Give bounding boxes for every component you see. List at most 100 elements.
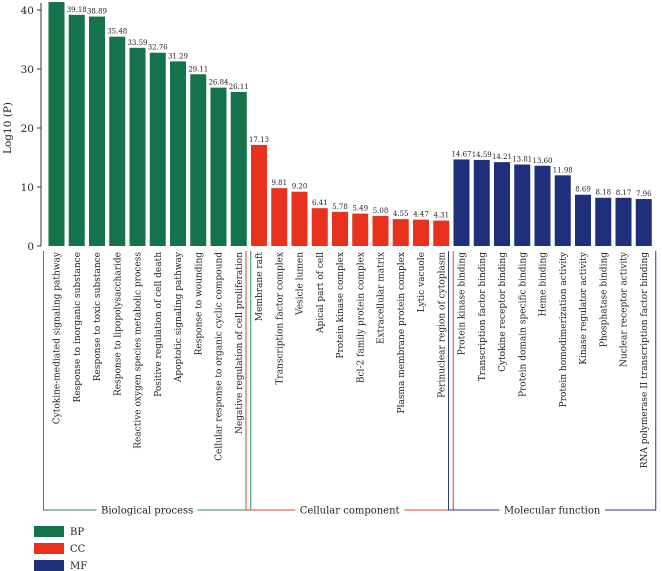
bar-value-label: 26.84 (208, 79, 229, 87)
bar-value-label: 35.48 (107, 28, 127, 36)
legend-swatch (34, 560, 64, 571)
bar (595, 197, 612, 246)
legend-label: MF (70, 561, 87, 571)
bar-value-label: 14.59 (472, 151, 492, 159)
category-label: Response to toxic substance (93, 252, 103, 381)
bar-value-label: 14.67 (451, 150, 471, 158)
bar-value-label: 26.11 (229, 83, 249, 91)
bar-value-label: 5.08 (373, 207, 389, 215)
group-brackets: Biological process Cellular component Mole… (43, 251, 657, 522)
bar (68, 14, 85, 247)
category-label: Cellular response to organic cyclic comp… (215, 252, 225, 461)
axes: 0 10 20 30 40 Log10 (P) (2, 3, 42, 253)
bar-value-label: 29.11 (188, 65, 208, 73)
legend: BP CC MF (34, 526, 87, 571)
bar-value-label: 9.81 (271, 179, 287, 187)
category-label: Extracellular matrix (377, 252, 387, 344)
group-bracket (448, 251, 657, 511)
category-label: Negative regulation of cell proliferatio… (235, 252, 245, 434)
bar (554, 175, 571, 246)
bar-value-label: 39.18 (67, 6, 87, 14)
bar-value-label: 38.89 (87, 8, 107, 16)
bar (433, 220, 450, 246)
bar (372, 216, 389, 246)
bar (251, 144, 267, 246)
category-label: Apoptotic signaling pathway (174, 251, 184, 383)
category-label: Protein homodimerization activity (559, 251, 569, 407)
bar (575, 194, 591, 246)
bar (190, 74, 207, 246)
bar-value-label: 4.31 (433, 212, 449, 220)
category-label: Protein kinase binding (458, 252, 468, 355)
bar (352, 213, 369, 246)
category-label: Membrane raft (255, 252, 265, 321)
bar (291, 191, 308, 246)
category-label: Phosphatase binding (599, 252, 609, 347)
bar (149, 52, 166, 246)
bar-value-label: 7.96 (636, 190, 652, 198)
bar (210, 87, 227, 246)
bar (48, 2, 65, 246)
bar-value-label: 17.13 (249, 136, 269, 144)
y-tick-label: 10 (21, 182, 34, 194)
category-label: Perinuclear region of cytoplasm (437, 252, 447, 398)
y-tick-label: 20 (21, 123, 34, 135)
bar-value-label: 5.78 (332, 203, 348, 211)
bar (494, 162, 510, 246)
category-label: Kinase regulator activity (579, 251, 589, 365)
category-label: Apical part of cell (316, 252, 326, 334)
bar-value-label: 5.49 (352, 205, 368, 213)
bar (170, 61, 186, 246)
bar (392, 219, 409, 246)
bar-value-label: 8.18 (595, 189, 611, 197)
bar-value-label: 6.41 (312, 199, 328, 207)
category-label: Cytokine-mediated signaling pathway (53, 251, 63, 424)
category-label: Nuclear receptor activity (620, 251, 630, 367)
category-label: Reactive oxygen species metabolic proces… (134, 252, 144, 449)
group-bracket (245, 251, 454, 511)
legend-label: CC (70, 544, 86, 555)
bar (271, 188, 288, 246)
bar (129, 47, 146, 246)
bar (473, 159, 490, 246)
bar-value-label: 9.20 (292, 183, 308, 191)
bar (311, 208, 328, 246)
category-label: Positive regulation of cell death (154, 252, 164, 397)
category-label: RNA polymerase II transcription factor b… (640, 252, 650, 469)
bar-value-label: 13.81 (512, 156, 532, 164)
bar-value-label: 4.55 (393, 210, 409, 218)
category-label: Transcription factor binding (478, 252, 488, 381)
bar (89, 16, 105, 247)
category-label: Response to inorganic substance (73, 252, 83, 402)
bar (635, 199, 652, 246)
category-label: Response to wounding (194, 252, 204, 356)
bar-value-label: 33.59 (127, 39, 147, 47)
bar-value-label: 13.60 (532, 157, 552, 165)
bar (413, 219, 429, 246)
group-label: Cellular component (300, 506, 400, 517)
category-label: Cytokine receptor binding (498, 252, 508, 372)
bar-value-label: 11.98 (553, 166, 573, 174)
category-label: Protein kinase complex (336, 252, 346, 359)
bar (332, 211, 348, 246)
bar-value-label: 31.29 (168, 52, 188, 60)
legend-swatch (34, 526, 64, 537)
bar (109, 36, 126, 246)
legend-swatch (34, 543, 64, 554)
group-label: Biological process (101, 506, 193, 517)
category-label: Plasma membrane protein complex (397, 252, 407, 413)
y-axis-label: Log10 (P) (2, 102, 14, 154)
bar-value-label: 8.69 (575, 186, 591, 194)
category-labels: Cytokine-mediated signaling pathway Respo… (53, 251, 650, 468)
category-label: Protein domain specific binding (518, 252, 528, 397)
bar-value-label: 32.76 (148, 44, 169, 52)
category-label: Vesicle lumen (296, 252, 306, 316)
group-label: Molecular function (504, 506, 601, 517)
bar (514, 164, 531, 246)
legend-label: BP (70, 527, 84, 538)
bar (615, 197, 632, 246)
category-label: Bcl-2 family protein complex (356, 252, 366, 383)
bar-value-label: 4.47 (413, 211, 429, 219)
